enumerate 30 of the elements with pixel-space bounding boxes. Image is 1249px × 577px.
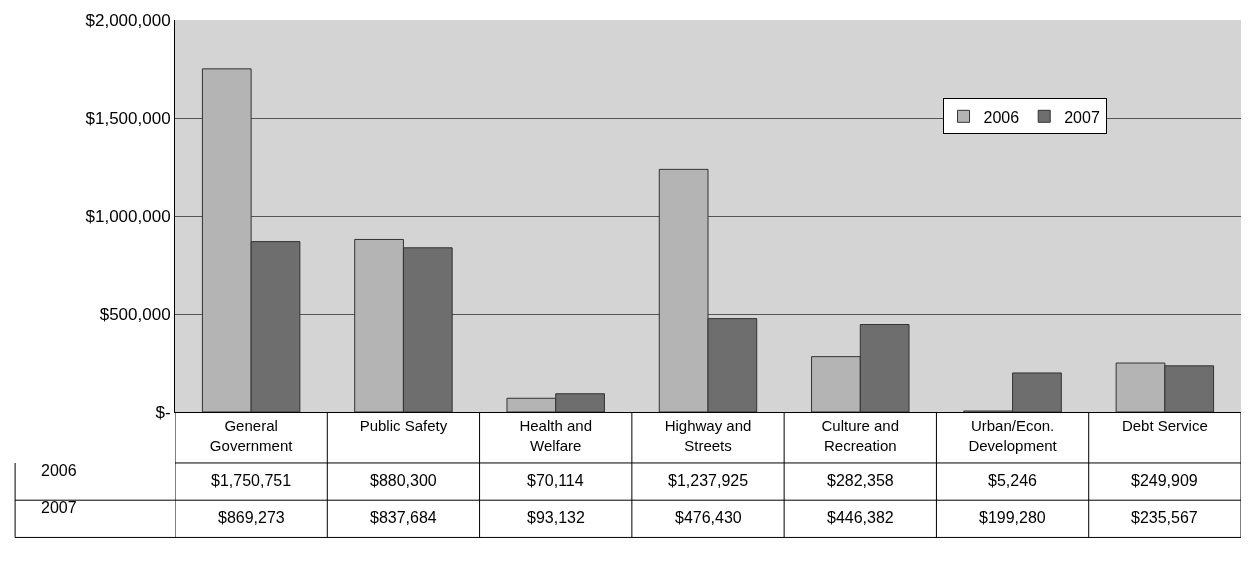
x-tick-label: Urban/Econ. Development [968,417,1058,454]
y-tick-label: $2,000,000 [85,10,171,30]
data-label: $93,132 [527,509,585,526]
text: 2007 [41,499,77,516]
data-label: $70,114 [527,472,584,489]
y-tick-label: $1,500,000 [85,108,171,128]
y-tick-label: $1,000,000 [85,206,171,226]
x-tick-label: Culture and Recreation [821,417,900,454]
x-tick-label: General Government [209,417,294,454]
data-label: $1,237,925 [668,472,749,489]
x-tick-label: Highway and Streets [664,417,752,454]
data-label: $5,246 [988,472,1038,489]
legend-label: 2006 [983,108,1020,126]
x-tick-label: Health and Welfare [519,417,592,454]
x-tick-label: Debt Service [1121,417,1208,434]
y-tick-label: $- [155,402,171,422]
data-label: $282,358 [827,472,894,489]
data-label: $869,273 [218,509,285,526]
y-tick-label: $500,000 [99,304,171,324]
data-label: $1,750,751 [211,472,292,489]
data-label: $880,300 [370,472,437,489]
x-tick-label: Public Safety [359,417,448,434]
data-label: $235,567 [1131,509,1198,526]
data-label: $837,684 [370,509,437,526]
data-label: $249,909 [1131,472,1198,489]
data-label: $446,382 [827,509,894,526]
data-label: $476,430 [675,509,742,526]
legend-label: 2007 [1064,108,1100,126]
text: 2006 [41,462,77,479]
data-label: $199,280 [979,509,1046,526]
